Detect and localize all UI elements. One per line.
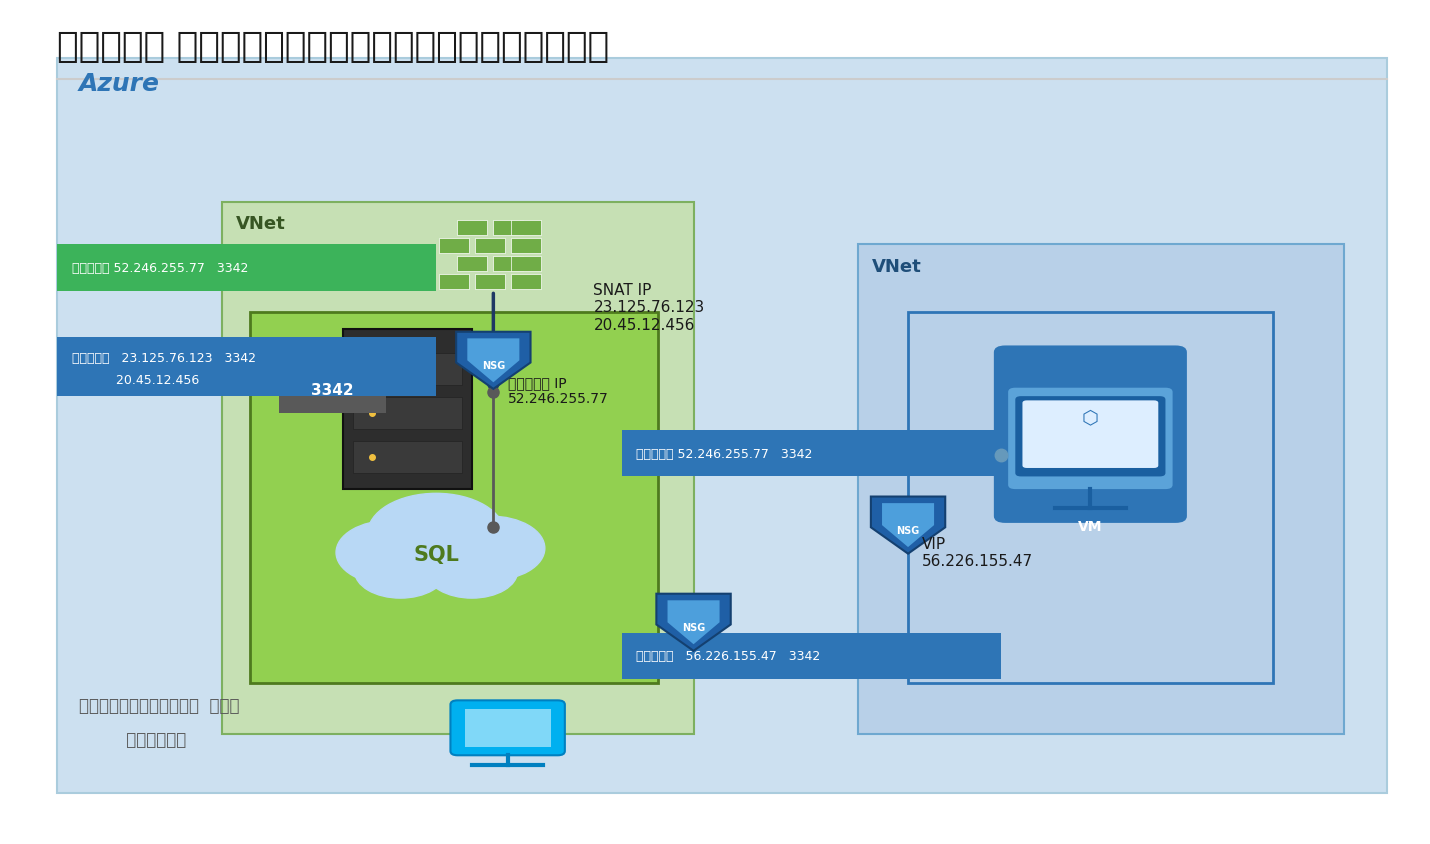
FancyBboxPatch shape <box>622 633 1001 679</box>
Text: 送信を許可 52.246.255.77   3342: 送信を許可 52.246.255.77 3342 <box>636 447 812 460</box>
FancyBboxPatch shape <box>353 441 462 473</box>
FancyBboxPatch shape <box>458 257 486 272</box>
FancyBboxPatch shape <box>511 275 541 289</box>
FancyBboxPatch shape <box>994 346 1187 523</box>
Text: 受信を許可   23.125.76.123   3342: 受信を許可 23.125.76.123 3342 <box>72 352 256 365</box>
Text: NSG: NSG <box>482 360 505 371</box>
Text: ⬡: ⬡ <box>1083 408 1098 426</box>
FancyBboxPatch shape <box>475 275 505 289</box>
FancyBboxPatch shape <box>492 221 523 235</box>
Text: NSG: NSG <box>682 622 705 632</box>
Text: SQL: SQL <box>413 544 459 565</box>
FancyBboxPatch shape <box>511 221 541 235</box>
FancyBboxPatch shape <box>343 329 472 490</box>
FancyBboxPatch shape <box>57 245 436 291</box>
FancyBboxPatch shape <box>57 338 436 397</box>
Text: VM: VM <box>1078 519 1103 533</box>
FancyBboxPatch shape <box>475 239 505 253</box>
FancyBboxPatch shape <box>250 312 658 684</box>
Text: Azure: Azure <box>79 72 160 95</box>
Text: VNet: VNet <box>872 257 922 275</box>
FancyBboxPatch shape <box>492 257 523 272</box>
Circle shape <box>355 544 446 598</box>
FancyBboxPatch shape <box>353 398 462 430</box>
Polygon shape <box>456 333 531 389</box>
Polygon shape <box>468 339 519 383</box>
Polygon shape <box>668 601 719 645</box>
Text: 3342: 3342 <box>312 383 353 398</box>
Circle shape <box>426 544 518 598</box>
Text: VIP
56.226.155.47: VIP 56.226.155.47 <box>922 536 1034 568</box>
Text: 受信を許可   56.226.155.47   3342: 受信を許可 56.226.155.47 3342 <box>636 650 821 663</box>
FancyBboxPatch shape <box>353 354 462 386</box>
Text: 送信を許可 52.246.255.77   3342: 送信を許可 52.246.255.77 3342 <box>72 262 247 274</box>
Circle shape <box>336 521 445 585</box>
Text: パブリック エンドポイントアクセスのセキュリティ保護: パブリック エンドポイントアクセスのセキュリティ保護 <box>57 30 609 63</box>
Polygon shape <box>656 594 731 651</box>
FancyBboxPatch shape <box>511 257 541 272</box>
FancyBboxPatch shape <box>622 430 1001 477</box>
Circle shape <box>368 494 505 575</box>
FancyBboxPatch shape <box>1022 401 1158 468</box>
Text: SNAT IP
23.125.76.123
20.45.12.456: SNAT IP 23.125.76.123 20.45.12.456 <box>593 283 705 333</box>
Polygon shape <box>882 504 934 548</box>
FancyBboxPatch shape <box>222 203 694 734</box>
Text: 20.45.12.456: 20.45.12.456 <box>72 374 199 387</box>
Text: VNet: VNet <box>236 215 286 233</box>
FancyBboxPatch shape <box>1008 388 1173 490</box>
FancyBboxPatch shape <box>511 239 541 253</box>
FancyBboxPatch shape <box>439 275 469 289</box>
FancyBboxPatch shape <box>1015 397 1165 477</box>
FancyBboxPatch shape <box>57 59 1387 793</box>
FancyBboxPatch shape <box>858 245 1344 734</box>
Text: オンプレミス: オンプレミス <box>79 730 186 748</box>
FancyBboxPatch shape <box>450 701 565 755</box>
Text: 顧客のアプリケーションと  ツール: 顧客のアプリケーションと ツール <box>79 696 239 714</box>
Polygon shape <box>871 497 945 554</box>
FancyBboxPatch shape <box>279 367 386 414</box>
FancyBboxPatch shape <box>439 239 469 253</box>
Circle shape <box>436 517 545 581</box>
FancyBboxPatch shape <box>465 709 551 747</box>
FancyBboxPatch shape <box>908 312 1273 684</box>
Text: パブリック IP
52.246.255.77: パブリック IP 52.246.255.77 <box>508 376 608 406</box>
FancyBboxPatch shape <box>458 221 486 235</box>
Text: NSG: NSG <box>897 525 919 535</box>
